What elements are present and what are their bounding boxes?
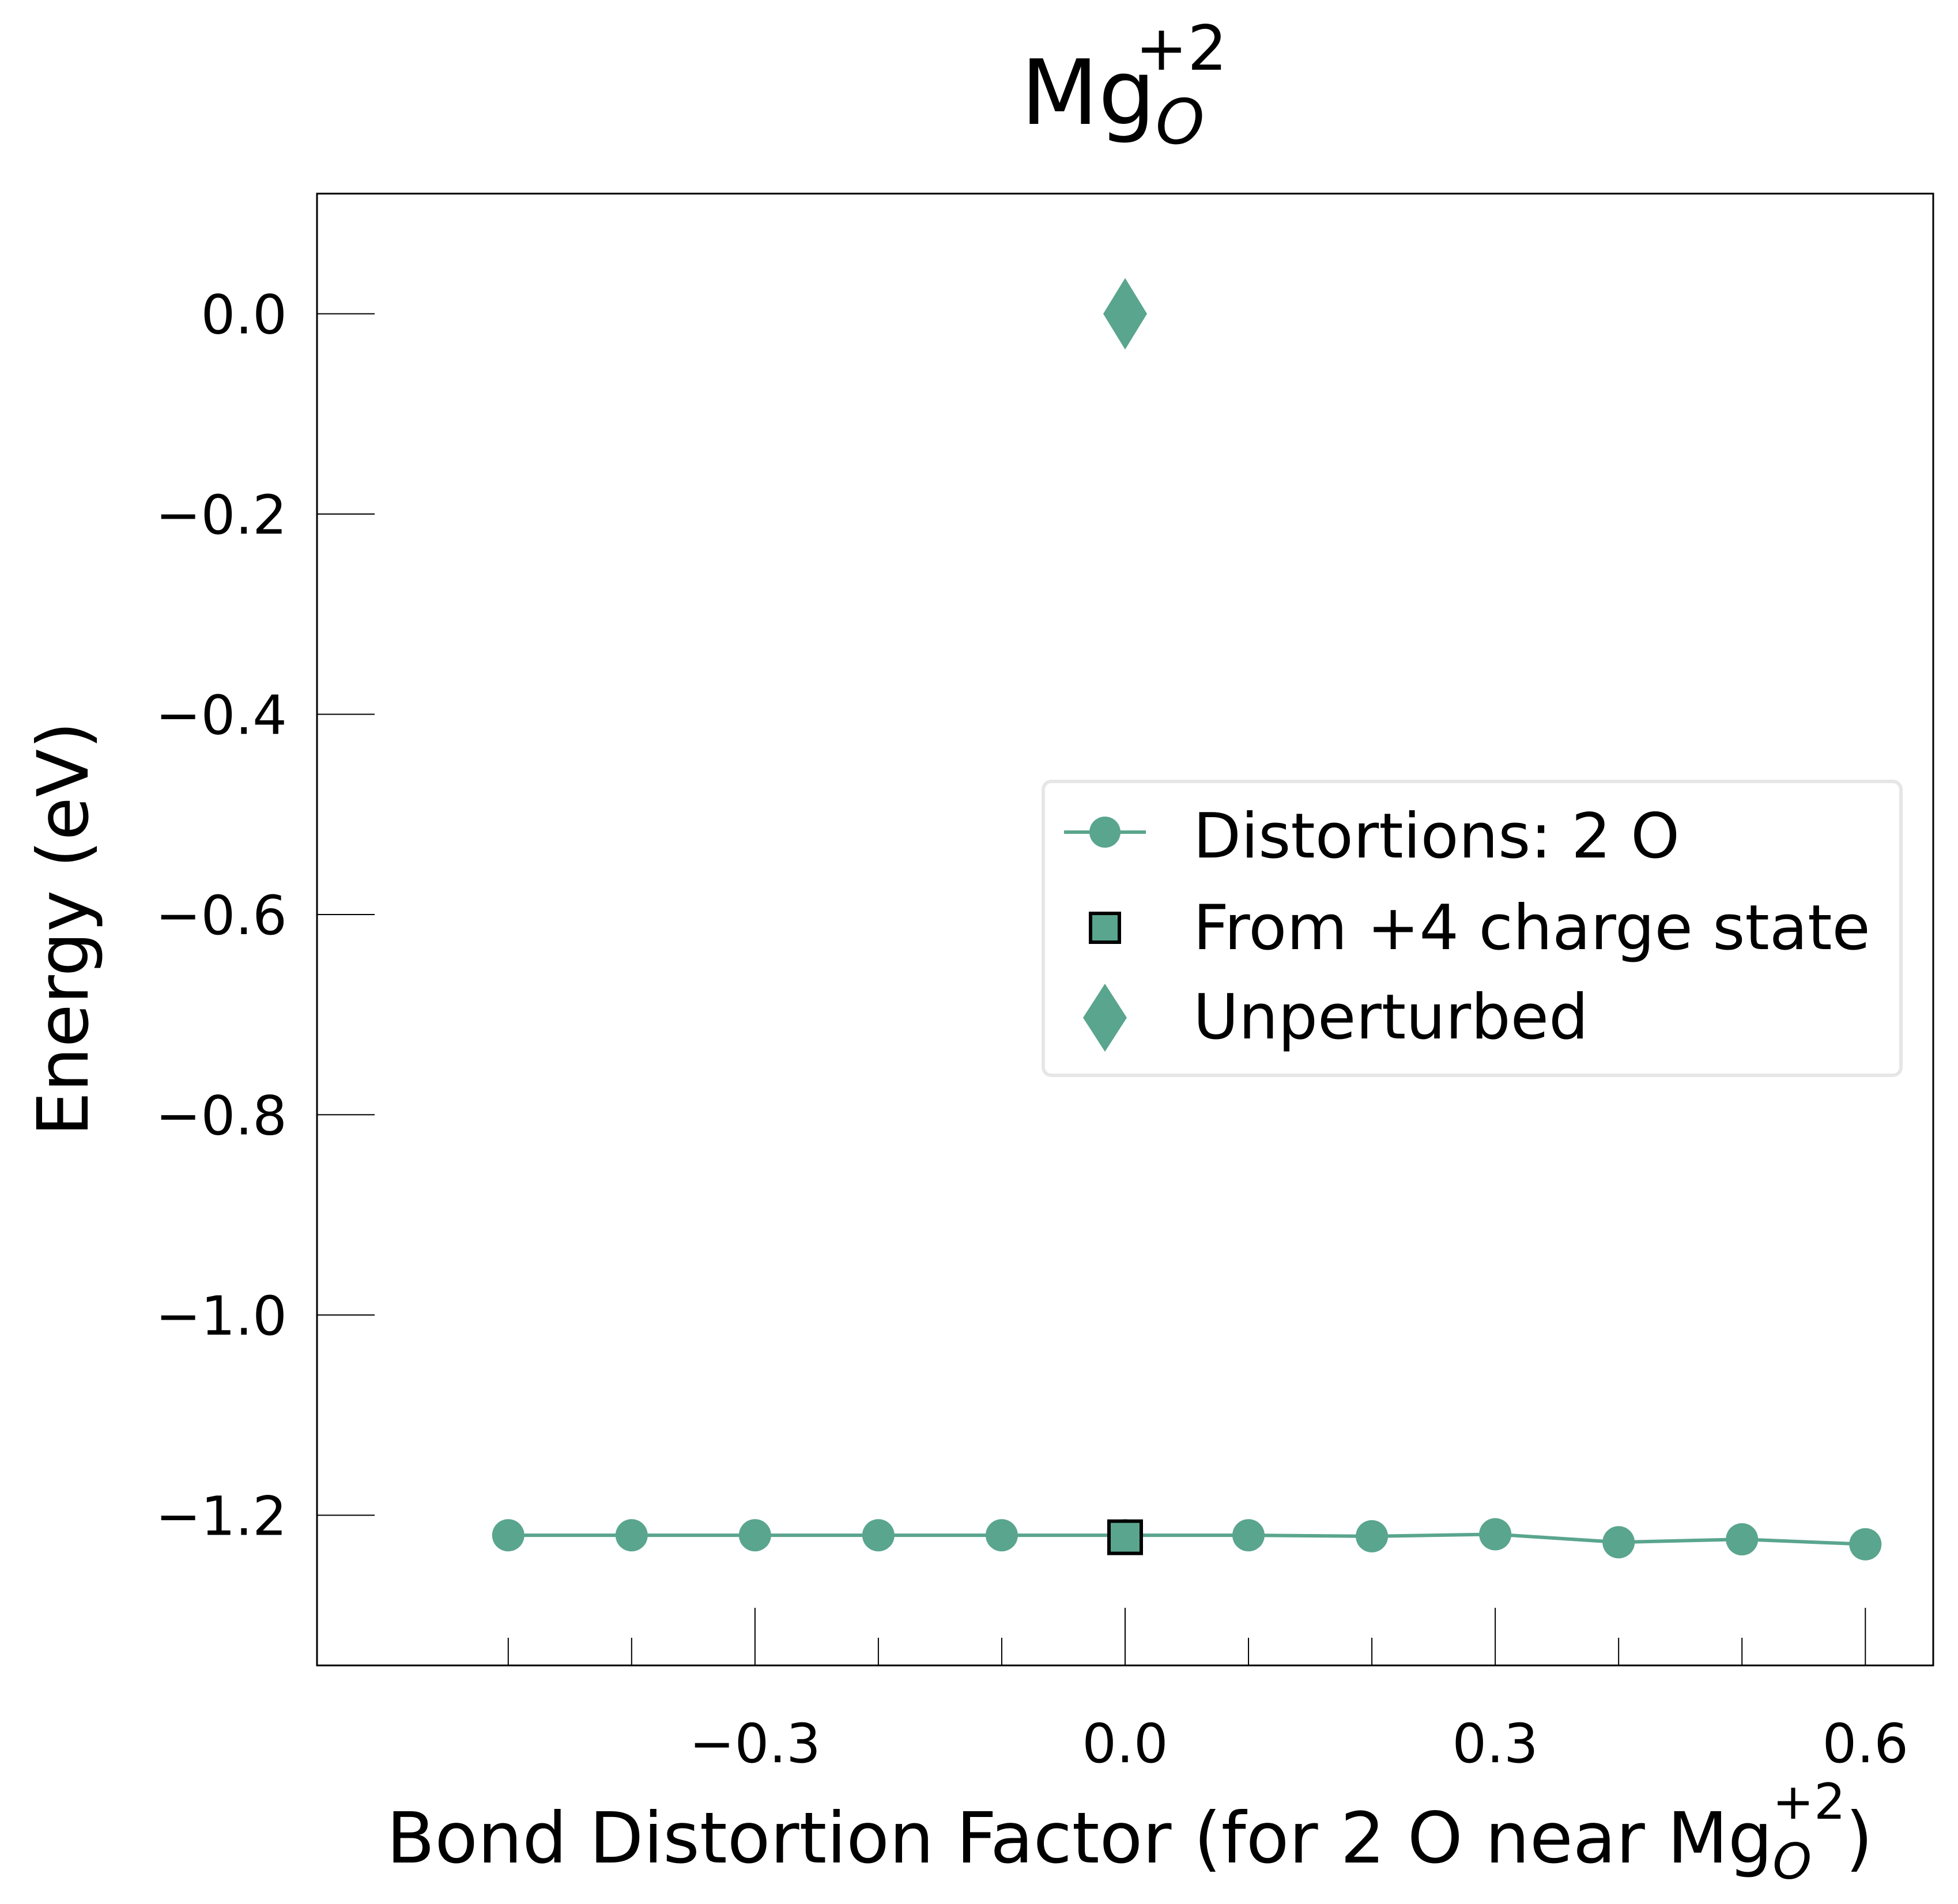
x-axis-label-prefix: Bond Distortion Factor (for 2 O near Mg — [387, 1797, 1773, 1879]
y-axis-label: Energy (eV) — [22, 721, 104, 1136]
y-tick-label: 0.0 — [201, 284, 288, 346]
data-point-distortions — [1602, 1526, 1635, 1559]
chart-title: MgO+2 — [1021, 13, 1227, 158]
axis-ticks: 0.0 −0.2 −0.4 −0.6 −0.8 −1.0 −1.2 −0.3 0.0 0.3 0.6 — [156, 284, 1908, 1775]
data-marks — [492, 278, 1882, 1561]
y-tick-label: −1.0 — [156, 1285, 287, 1348]
x-tick-label: −0.3 — [689, 1713, 821, 1775]
chart-title-sup: +2 — [1135, 13, 1227, 85]
data-point-distortions — [1356, 1520, 1389, 1552]
legend-diamond-swatch — [1083, 984, 1127, 1052]
x-tick-label: 0.3 — [1452, 1713, 1538, 1775]
x-tick-label: 0.0 — [1082, 1713, 1168, 1775]
y-tick-label: −0.4 — [156, 684, 287, 747]
data-point-unperturbed — [1103, 278, 1147, 350]
y-tick-label: −1.2 — [156, 1485, 287, 1548]
x-axis-label-suffix: ) — [1846, 1797, 1873, 1879]
chart-title-sub: O — [1156, 86, 1205, 158]
series-line-distortions — [508, 1532, 1866, 1546]
data-point-distortions — [615, 1519, 648, 1552]
data-point-distortions — [985, 1519, 1018, 1552]
x-tick-label: 0.6 — [1823, 1713, 1909, 1775]
legend-circle-swatch — [1089, 817, 1121, 848]
x-axis-label-sub: O — [1772, 1833, 1812, 1891]
y-tick-label: −0.6 — [156, 885, 287, 947]
data-point-distortions — [738, 1519, 771, 1552]
y-tick-label: −0.2 — [156, 484, 287, 547]
legend-label-charge-state: From +4 charge state — [1193, 892, 1870, 964]
legend: Distortions: 2 O From +4 charge state Un… — [1042, 780, 1903, 1077]
legend-label-unperturbed: Unperturbed — [1193, 981, 1589, 1053]
data-point-distortions — [862, 1519, 895, 1552]
chart-title-base: Mg — [1021, 40, 1156, 145]
data-point-charge-state — [1107, 1519, 1143, 1555]
y-tick-label: −0.8 — [156, 1085, 287, 1147]
data-point-distortions — [1726, 1523, 1759, 1556]
data-point-distortions — [1849, 1528, 1882, 1561]
legend-square-swatch — [1089, 912, 1121, 944]
legend-box — [1042, 780, 1903, 1077]
legend-label-distortions: Distortions: 2 O — [1193, 800, 1680, 872]
data-point-distortions — [1479, 1518, 1512, 1551]
data-point-distortions — [1232, 1519, 1265, 1552]
data-point-distortions — [492, 1519, 525, 1552]
x-axis-label-sup: +2 — [1772, 1773, 1846, 1831]
x-axis-label: Bond Distortion Factor (for 2 O near MgO… — [387, 1773, 1873, 1891]
